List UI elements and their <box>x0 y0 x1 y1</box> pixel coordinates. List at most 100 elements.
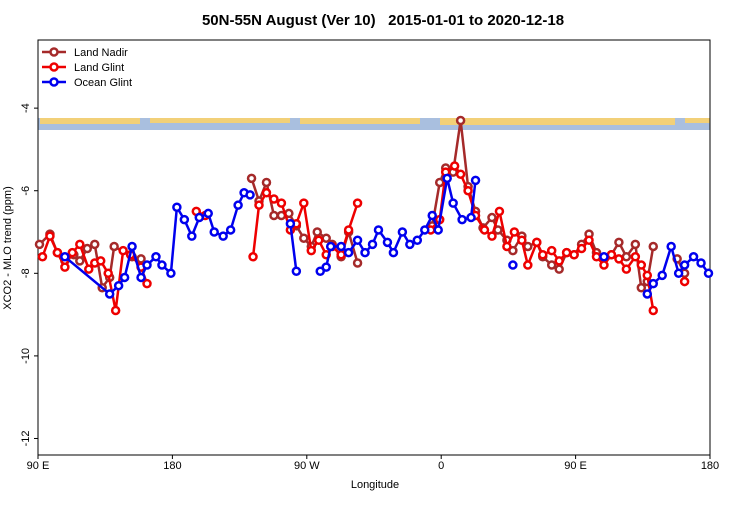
point <box>166 268 176 279</box>
land-strip <box>150 118 290 123</box>
point <box>82 243 93 254</box>
point <box>109 241 119 252</box>
point <box>427 210 437 221</box>
point <box>291 266 302 276</box>
point <box>110 305 121 316</box>
point <box>636 260 647 270</box>
point <box>343 225 354 235</box>
point <box>508 245 518 256</box>
legend-marker <box>49 77 59 87</box>
x-tick-label: 90 E <box>564 460 587 472</box>
point <box>84 264 94 274</box>
point <box>614 237 624 248</box>
point <box>95 256 106 266</box>
point <box>537 249 548 260</box>
point <box>449 161 460 171</box>
point <box>151 252 161 262</box>
point <box>360 247 370 258</box>
point <box>336 241 346 252</box>
point <box>75 256 85 266</box>
land-strip <box>685 118 710 123</box>
point <box>306 245 317 256</box>
x-tick-label: 180 <box>701 460 719 472</box>
point <box>118 245 128 256</box>
point <box>89 239 100 250</box>
x-tick-label: 0 <box>438 460 444 472</box>
point <box>455 115 466 126</box>
point <box>194 212 205 223</box>
point <box>269 210 279 221</box>
legend-marker <box>49 47 59 57</box>
point <box>67 247 78 258</box>
point <box>103 268 113 279</box>
x-tick-label: 90 W <box>294 460 320 472</box>
point <box>494 206 505 217</box>
point <box>321 233 331 243</box>
x-tick-label: 90 E <box>27 460 50 472</box>
point <box>703 268 714 279</box>
point <box>523 260 533 270</box>
point <box>599 252 609 262</box>
point <box>397 227 408 237</box>
point <box>532 237 542 248</box>
point <box>642 270 653 281</box>
point <box>412 235 423 246</box>
point <box>466 212 476 223</box>
point <box>648 305 659 316</box>
point <box>455 169 466 179</box>
point <box>373 225 384 235</box>
point <box>246 173 257 184</box>
point <box>119 272 130 283</box>
point <box>554 264 564 274</box>
point <box>233 200 243 210</box>
point <box>584 235 594 246</box>
point <box>367 239 378 250</box>
point <box>630 239 641 250</box>
point <box>420 225 430 235</box>
point <box>679 276 690 287</box>
point <box>642 289 653 299</box>
point <box>442 173 452 184</box>
point <box>285 219 296 229</box>
point <box>142 260 152 270</box>
legend-label: Land Nadir <box>74 47 128 59</box>
point <box>313 235 324 246</box>
point <box>405 239 415 250</box>
y-tick-label: -12 <box>20 431 32 447</box>
chart-title: 50N-55N August (Ver 10) 2015-01-01 to 20… <box>202 12 564 29</box>
point <box>315 266 325 276</box>
point <box>479 225 490 235</box>
point <box>75 239 85 250</box>
land-strip <box>300 118 420 124</box>
point <box>113 280 124 291</box>
land-strip <box>440 118 675 125</box>
point <box>621 264 632 274</box>
point <box>621 252 632 262</box>
point <box>209 227 219 237</box>
point <box>45 231 55 241</box>
point <box>591 252 602 262</box>
point <box>433 225 443 235</box>
point <box>502 241 512 252</box>
point <box>299 233 309 243</box>
point <box>630 252 641 262</box>
point <box>336 249 346 260</box>
point <box>245 190 255 200</box>
point <box>179 214 190 225</box>
point <box>648 241 659 252</box>
point <box>104 289 115 299</box>
point <box>509 227 520 237</box>
legend-marker <box>49 62 59 72</box>
point <box>546 245 557 256</box>
point <box>487 231 497 241</box>
point <box>576 243 587 254</box>
point <box>142 278 152 289</box>
point <box>37 252 48 262</box>
y-tick-label: -6 <box>20 186 32 196</box>
point <box>457 214 467 225</box>
point <box>554 256 564 266</box>
point <box>321 262 331 272</box>
point <box>688 252 699 262</box>
point <box>614 254 624 264</box>
